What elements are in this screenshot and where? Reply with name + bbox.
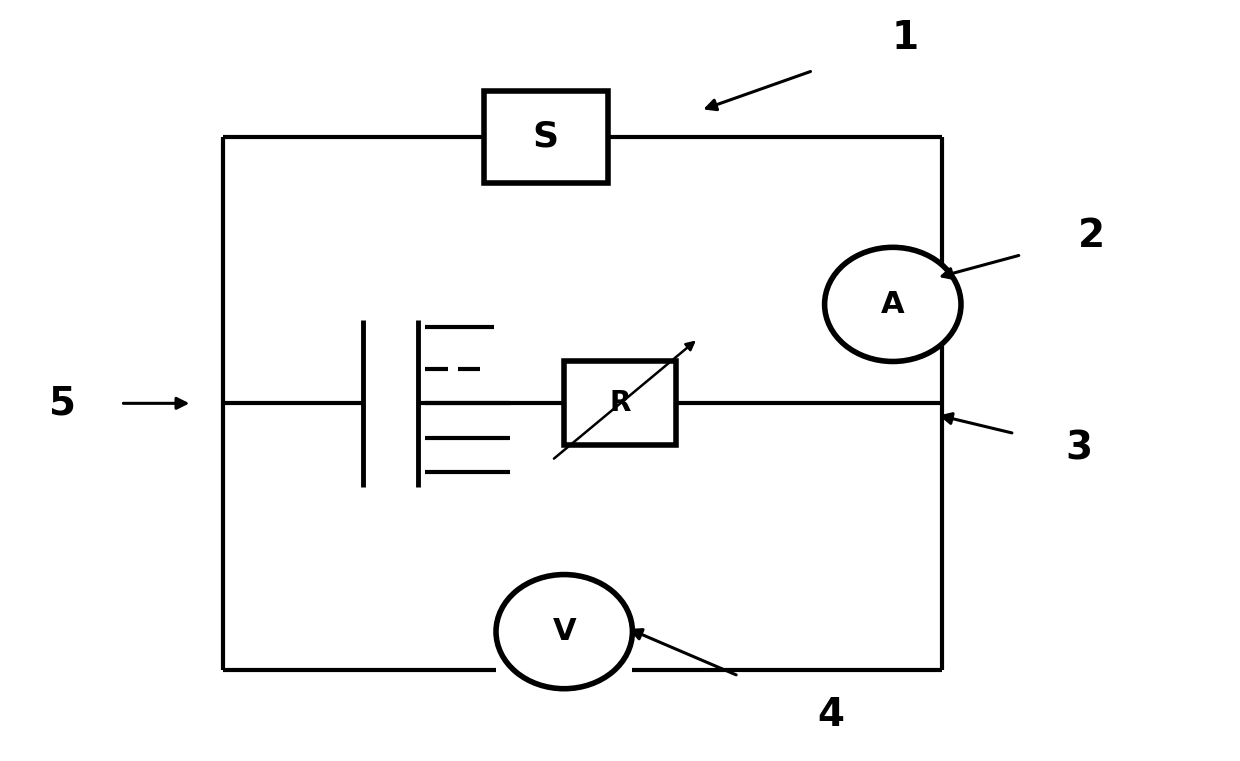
Text: 3: 3 [1065,430,1092,468]
FancyBboxPatch shape [484,91,608,183]
Text: 1: 1 [892,19,919,57]
Ellipse shape [825,247,961,361]
Text: 5: 5 [48,384,76,422]
Text: 2: 2 [1078,217,1105,255]
Text: A: A [880,290,905,319]
Text: R: R [609,390,631,417]
FancyBboxPatch shape [564,361,676,445]
Ellipse shape [496,575,632,689]
Text: 4: 4 [817,696,844,734]
Text: S: S [532,120,559,154]
Text: V: V [552,617,577,646]
